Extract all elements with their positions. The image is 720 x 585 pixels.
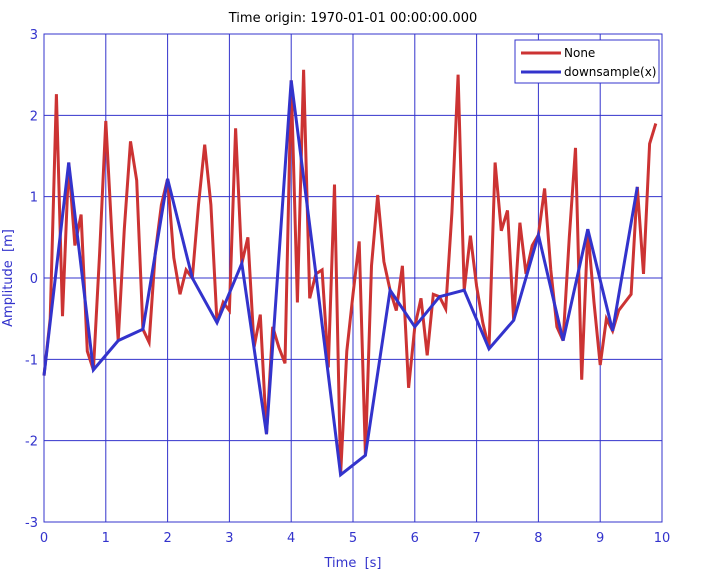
x-tick-label: 10 — [654, 531, 671, 546]
plot-area-frame — [43, 33, 663, 523]
series-line-downsample — [42, 80, 639, 478]
x-tick-label: 1 — [102, 531, 110, 546]
x-tick-label: 0 — [40, 531, 48, 546]
series-line-none — [42, 69, 658, 475]
legend-box — [514, 39, 660, 84]
x-tick-label: 7 — [472, 531, 480, 546]
x-tick-label: 8 — [534, 531, 542, 546]
y-tick-label: -2 — [25, 435, 38, 450]
legend-label-none: None — [564, 46, 595, 60]
x-axis-label: Time [s] — [324, 556, 382, 571]
y-tick-label: -3 — [25, 516, 38, 531]
x-tick-label: 4 — [287, 531, 295, 546]
y-tick-label: 3 — [30, 28, 38, 43]
y-axis-label: Amplitude [m] — [1, 229, 16, 327]
legend-label-downsample: downsample(x) — [564, 65, 656, 79]
y-tick-label: 2 — [30, 109, 38, 124]
tick-labels: 0 1 2 3 4 5 6 7 8 9 10 -3 -2 -1 0 1 2 3 — [25, 28, 670, 546]
chart-title: Time origin: 1970-01-01 00:00:00.000 — [228, 11, 478, 26]
legend: None downsample(x) — [514, 39, 660, 84]
y-tick-label: -1 — [25, 353, 38, 368]
series-lines — [42, 69, 658, 478]
x-tick-label: 5 — [349, 531, 357, 546]
x-tick-label: 9 — [596, 531, 604, 546]
x-tick-label: 2 — [163, 531, 171, 546]
x-tick-label: 6 — [411, 531, 419, 546]
x-tick-label: 3 — [225, 531, 233, 546]
grid — [43, 33, 663, 523]
y-tick-label: 0 — [30, 272, 38, 287]
y-tick-label: 1 — [30, 191, 38, 206]
